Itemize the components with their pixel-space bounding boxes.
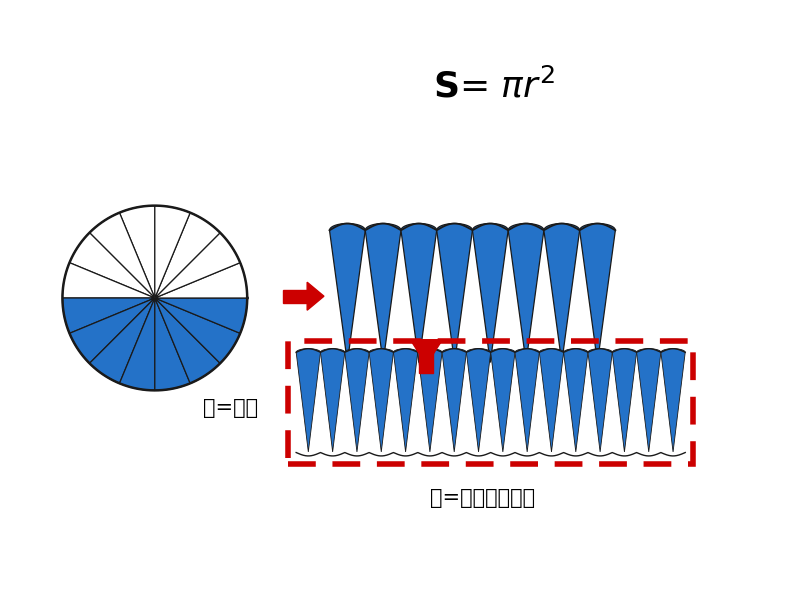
- Polygon shape: [283, 290, 307, 303]
- Polygon shape: [321, 349, 345, 452]
- Polygon shape: [307, 283, 324, 310]
- Polygon shape: [472, 224, 508, 362]
- Polygon shape: [491, 349, 515, 452]
- Polygon shape: [70, 232, 155, 298]
- Polygon shape: [419, 340, 434, 372]
- Polygon shape: [63, 263, 155, 298]
- Polygon shape: [580, 224, 615, 362]
- Polygon shape: [155, 298, 191, 390]
- Polygon shape: [588, 349, 612, 452]
- Polygon shape: [296, 349, 321, 452]
- Polygon shape: [437, 224, 472, 362]
- Polygon shape: [401, 224, 437, 362]
- Polygon shape: [612, 349, 637, 452]
- Polygon shape: [155, 232, 240, 298]
- Polygon shape: [90, 298, 155, 383]
- Polygon shape: [155, 213, 220, 298]
- Polygon shape: [637, 349, 661, 452]
- Polygon shape: [63, 298, 155, 333]
- Polygon shape: [155, 298, 247, 333]
- Polygon shape: [564, 349, 588, 452]
- Polygon shape: [365, 224, 401, 362]
- Bar: [288, 341, 693, 464]
- Text: 长=圆周长的一半: 长=圆周长的一半: [430, 488, 535, 508]
- Polygon shape: [410, 340, 442, 365]
- Polygon shape: [369, 349, 393, 452]
- Polygon shape: [393, 349, 418, 452]
- Polygon shape: [515, 349, 539, 452]
- Polygon shape: [442, 349, 466, 452]
- Polygon shape: [418, 349, 442, 452]
- Polygon shape: [119, 206, 155, 298]
- Polygon shape: [539, 349, 564, 452]
- Polygon shape: [345, 349, 369, 452]
- Text: $\mathbf{S}$= $\mathit{\pi}r^{2}$: $\mathbf{S}$= $\mathit{\pi}r^{2}$: [433, 69, 554, 104]
- Polygon shape: [90, 213, 155, 298]
- Polygon shape: [155, 298, 220, 383]
- Polygon shape: [70, 298, 155, 364]
- Polygon shape: [544, 224, 580, 362]
- Polygon shape: [661, 349, 685, 452]
- Text: 宽=半径: 宽=半径: [202, 398, 258, 418]
- Polygon shape: [466, 349, 491, 452]
- Polygon shape: [155, 206, 191, 298]
- Polygon shape: [155, 298, 240, 364]
- Polygon shape: [330, 224, 365, 362]
- Polygon shape: [155, 263, 247, 298]
- Polygon shape: [508, 224, 544, 362]
- Polygon shape: [119, 298, 155, 390]
